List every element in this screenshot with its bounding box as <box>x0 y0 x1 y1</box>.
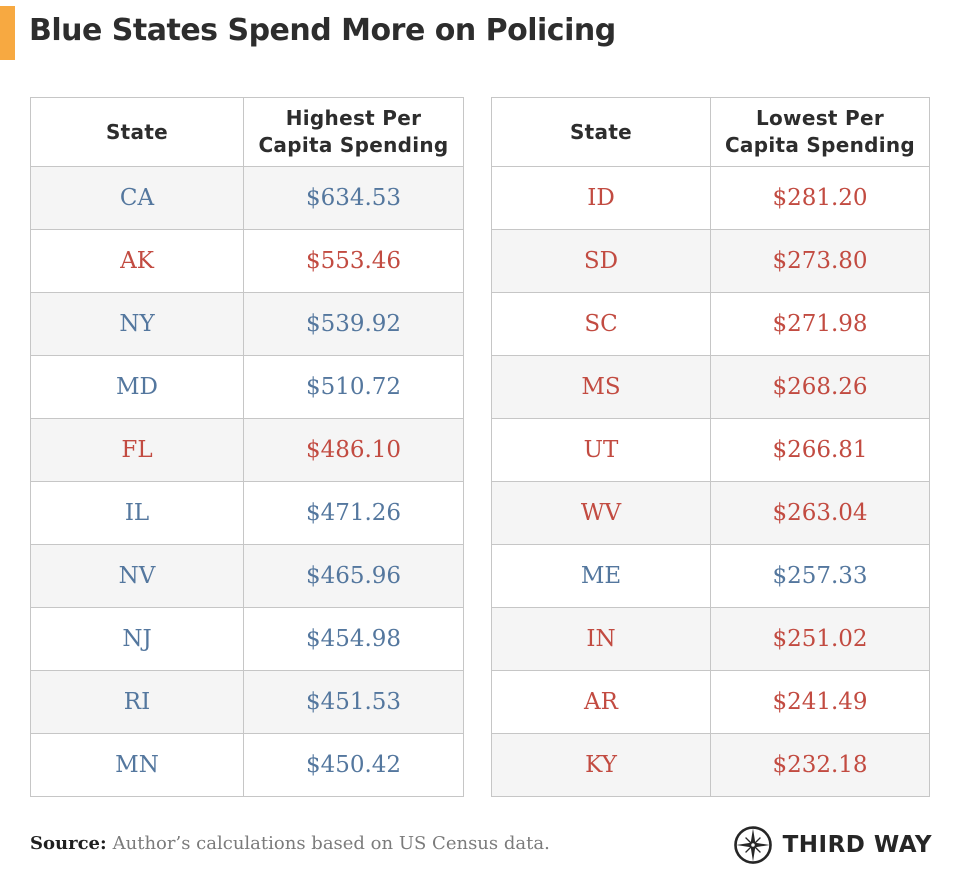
value-cell: $510.72 <box>243 355 464 419</box>
source-line: Source: Author’s calculations based on US… <box>30 833 550 854</box>
value-cell: $266.81 <box>710 418 930 482</box>
value-cell: $271.98 <box>710 292 930 356</box>
logo-wordmark: THIRD WAY <box>782 832 932 858</box>
table-row: MS $268.26 <box>491 355 930 419</box>
state-cell: AR <box>491 670 711 734</box>
table-row: WV $263.04 <box>491 481 930 545</box>
value-cell: $257.33 <box>710 544 930 608</box>
table-row: FL $486.10 <box>30 418 464 482</box>
state-cell: RI <box>30 670 244 734</box>
state-cell: ME <box>491 544 711 608</box>
table-row: MN $450.42 <box>30 733 464 797</box>
value-cell: $486.10 <box>243 418 464 482</box>
value-cell: $454.98 <box>243 607 464 671</box>
state-cell: NJ <box>30 607 244 671</box>
column-header: State <box>491 97 711 167</box>
table-row: ME $257.33 <box>491 544 930 608</box>
table-row: KY $232.18 <box>491 733 930 797</box>
state-cell: MN <box>30 733 244 797</box>
table-row: NY $539.92 <box>30 292 464 356</box>
state-cell: SC <box>491 292 711 356</box>
column-header: State <box>30 97 244 167</box>
state-cell: MD <box>30 355 244 419</box>
lowest-spending-table: State Lowest Per Capita Spending ID $281.20… <box>491 97 930 797</box>
table-row: NJ $454.98 <box>30 607 464 671</box>
value-cell: $273.80 <box>710 229 930 293</box>
value-cell: $634.53 <box>243 166 464 230</box>
header-row: State Lowest Per Capita Spending <box>491 97 930 167</box>
highest-spending-table: State Highest Per Capita Spending CA $634.5… <box>30 97 464 797</box>
value-cell: $251.02 <box>710 607 930 671</box>
state-cell: AK <box>30 229 244 293</box>
title-accent-bar <box>0 6 15 60</box>
state-cell: NV <box>30 544 244 608</box>
third-way-logo: THIRD WAY <box>732 824 932 866</box>
value-cell: $232.18 <box>710 733 930 797</box>
table-row: CA $634.53 <box>30 166 464 230</box>
table-row: IL $471.26 <box>30 481 464 545</box>
state-cell: UT <box>491 418 711 482</box>
state-cell: IN <box>491 607 711 671</box>
value-cell: $465.96 <box>243 544 464 608</box>
value-cell: $241.49 <box>710 670 930 734</box>
state-cell: ID <box>491 166 711 230</box>
table-row: UT $266.81 <box>491 418 930 482</box>
value-cell: $281.20 <box>710 166 930 230</box>
source-label: Source: <box>30 833 107 854</box>
table-row: NV $465.96 <box>30 544 464 608</box>
column-header: Highest Per Capita Spending <box>243 97 464 167</box>
value-cell: $263.04 <box>710 481 930 545</box>
state-cell: SD <box>491 229 711 293</box>
state-cell: MS <box>491 355 711 419</box>
state-cell: CA <box>30 166 244 230</box>
value-cell: $471.26 <box>243 481 464 545</box>
table-row: ID $281.20 <box>491 166 930 230</box>
value-cell: $268.26 <box>710 355 930 419</box>
table-row: RI $451.53 <box>30 670 464 734</box>
state-cell: IL <box>30 481 244 545</box>
column-header: Lowest Per Capita Spending <box>710 97 930 167</box>
table-row: MD $510.72 <box>30 355 464 419</box>
state-cell: WV <box>491 481 711 545</box>
header-row: State Highest Per Capita Spending <box>30 97 464 167</box>
table-row: SD $273.80 <box>491 229 930 293</box>
table-row: AK $553.46 <box>30 229 464 293</box>
value-cell: $451.53 <box>243 670 464 734</box>
value-cell: $539.92 <box>243 292 464 356</box>
state-cell: KY <box>491 733 711 797</box>
table-row: AR $241.49 <box>491 670 930 734</box>
source-text: Author’s calculations based on US Census… <box>112 833 550 854</box>
page-title: Blue States Spend More on Policing <box>29 13 616 48</box>
state-cell: NY <box>30 292 244 356</box>
compass-icon <box>732 824 774 866</box>
table-row: IN $251.02 <box>491 607 930 671</box>
value-cell: $553.46 <box>243 229 464 293</box>
value-cell: $450.42 <box>243 733 464 797</box>
state-cell: FL <box>30 418 244 482</box>
table-row: SC $271.98 <box>491 292 930 356</box>
